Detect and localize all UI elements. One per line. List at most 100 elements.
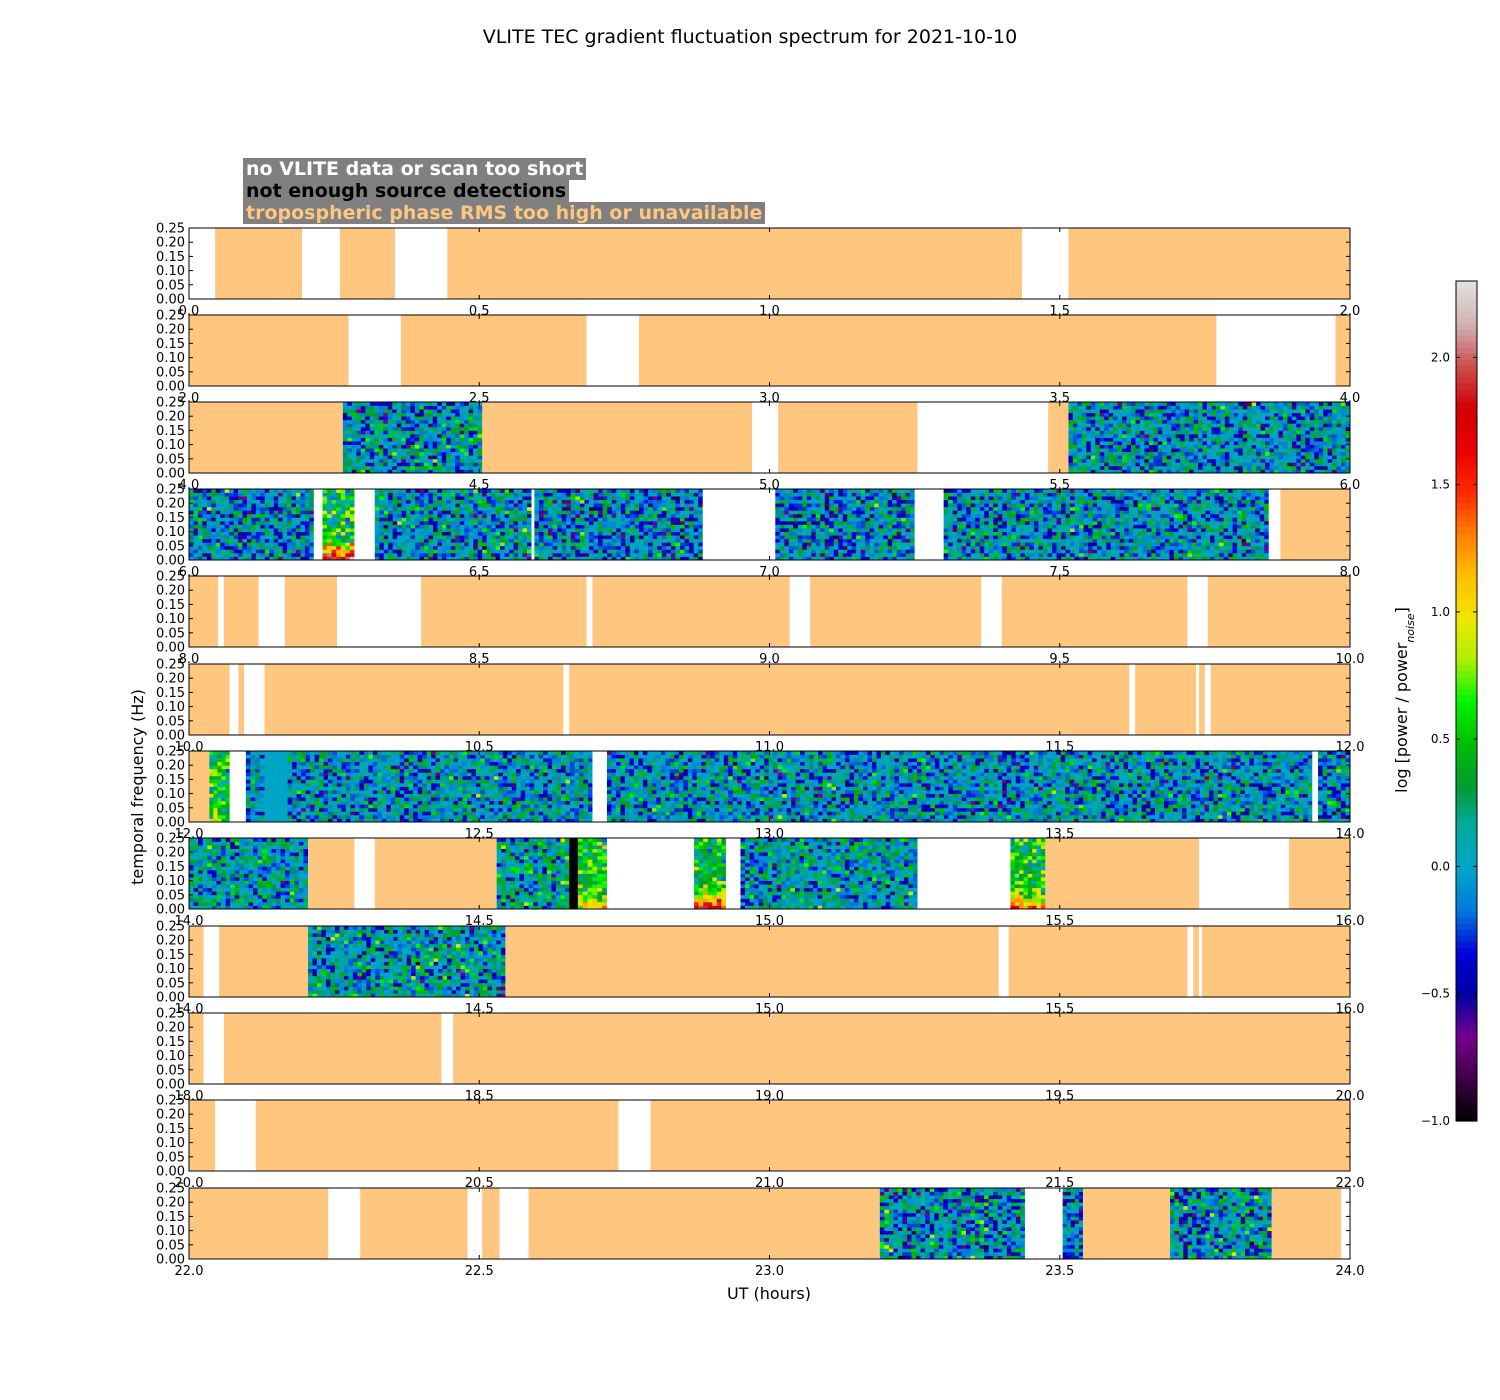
colorbar-step: [1456, 929, 1477, 936]
segment-tropo: [1082, 1188, 1171, 1259]
colorbar-step: [1456, 1109, 1477, 1116]
segment-no_data: [1022, 228, 1069, 299]
x-tick-label: 20.0: [175, 1176, 204, 1191]
colorbar-step: [1456, 671, 1477, 678]
y-tick-label: 0.20: [156, 1021, 185, 1036]
colorbar-step: [1456, 1061, 1477, 1068]
colorbar-step: [1456, 1073, 1477, 1080]
colorbar-step: [1456, 335, 1477, 342]
segment-no_data: [998, 926, 1009, 997]
spectrum-segment: [308, 926, 506, 998]
segment-no_data: [229, 664, 239, 735]
segment-tropo: [778, 402, 918, 473]
segment-no_data: [618, 1100, 651, 1171]
colorbar-step: [1456, 401, 1477, 408]
colorbar-step: [1456, 1025, 1477, 1032]
colorbar-step: [1456, 1013, 1477, 1020]
colorbar-step: [1456, 809, 1477, 816]
colorbar-step: [1456, 791, 1477, 798]
colorbar-step: [1456, 725, 1477, 732]
x-tick-label: 24.0: [1336, 1264, 1365, 1279]
colorbar-step: [1456, 971, 1477, 978]
segment-tropo: [592, 576, 790, 647]
x-tick-label: 8.5: [469, 652, 490, 667]
y-tick-label: 0.25: [156, 396, 185, 411]
y-tick-label: 0.05: [156, 1063, 185, 1078]
panel-2: 0.000.050.100.150.200.252.0 2.5 3.0 3.5 4.0: [156, 309, 1360, 407]
colorbar-step: [1456, 503, 1477, 510]
colorbar-step: [1456, 1085, 1477, 1092]
segment-tropo: [189, 926, 204, 997]
colorbar-tick-label: 2.0: [1431, 350, 1450, 364]
segment-no_data: [244, 664, 265, 735]
colorbar-step: [1456, 887, 1477, 894]
y-tick-label: 0.15: [156, 1035, 185, 1050]
segment-no_data: [702, 489, 776, 560]
colorbar-step: [1456, 743, 1477, 750]
colorbar-tick-label: −1.0: [1421, 1114, 1450, 1128]
spectrum-segment: [1010, 838, 1046, 910]
segment-no_data: [1268, 489, 1281, 560]
x-tick-label: 15.0: [755, 914, 784, 929]
colorbar-step: [1456, 425, 1477, 432]
segment-no_data: [592, 751, 607, 822]
colorbar-step: [1456, 575, 1477, 582]
x-tick-label: 20.5: [465, 1176, 494, 1191]
y-tick-label: 0.15: [156, 1210, 185, 1225]
colorbar-step: [1456, 959, 1477, 966]
y-tick-label: 0.20: [156, 584, 185, 599]
colorbar-step: [1456, 617, 1477, 624]
spectrum-segment: [1068, 402, 1351, 474]
colorbar-step: [1456, 557, 1477, 564]
colorbar-step: [1456, 857, 1477, 864]
segment-no_data: [789, 576, 811, 647]
y-tick-label: 0.20: [156, 410, 185, 425]
segment-tropo: [284, 576, 338, 647]
colorbar-step: [1456, 353, 1477, 360]
y-tick-label: 0.00: [156, 729, 185, 744]
segment-tropo: [189, 1013, 204, 1084]
segment-no_data: [531, 489, 535, 560]
segment-no_data: [917, 402, 1049, 473]
y-tick-label: 0.10: [156, 1049, 185, 1064]
y-tick-label: 0.05: [156, 976, 185, 991]
colorbar-step: [1456, 947, 1477, 954]
segment-no_data: [337, 576, 422, 647]
x-tick-label: 14.5: [465, 914, 494, 929]
y-tick-label: 0.10: [156, 525, 185, 540]
segment-no_data: [586, 315, 639, 386]
segment-tropo: [1335, 315, 1350, 386]
segment-tropo: [374, 838, 497, 909]
segment-tropo: [223, 1013, 442, 1084]
segment-tropo: [505, 926, 999, 997]
colorbar-step: [1456, 599, 1477, 606]
colorbar-step: [1456, 587, 1477, 594]
colorbar-step: [1456, 815, 1477, 822]
y-tick-label: 0.10: [156, 612, 185, 627]
colorbar-step: [1456, 371, 1477, 378]
colorbar-step: [1456, 551, 1477, 558]
spectrum-segment: [606, 751, 1313, 823]
y-tick-label: 0.10: [156, 438, 185, 453]
colorbar-step: [1456, 1091, 1477, 1098]
colorbar-step: [1456, 881, 1477, 888]
colorbar-step: [1456, 737, 1477, 744]
colorbar-step: [1456, 527, 1477, 534]
segment-no_data: [441, 1013, 454, 1084]
x-tick-label: 21.0: [755, 1176, 784, 1191]
colorbar-step: [1456, 605, 1477, 612]
segment-tropo: [1280, 489, 1350, 560]
segment-no_data: [215, 1100, 256, 1171]
colorbar-step: [1456, 437, 1477, 444]
colorbar-step: [1456, 767, 1477, 774]
y-tick-label: 0.15: [156, 860, 185, 875]
colorbar-step: [1456, 701, 1477, 708]
colorbar-step: [1456, 821, 1477, 828]
segment-tropo: [1068, 228, 1350, 299]
spectrum-segment: [189, 489, 315, 561]
colorbar-step: [1456, 935, 1477, 942]
colorbar-step: [1456, 377, 1477, 384]
segment-no_data: [467, 1188, 483, 1259]
segment-no_data: [348, 315, 401, 386]
